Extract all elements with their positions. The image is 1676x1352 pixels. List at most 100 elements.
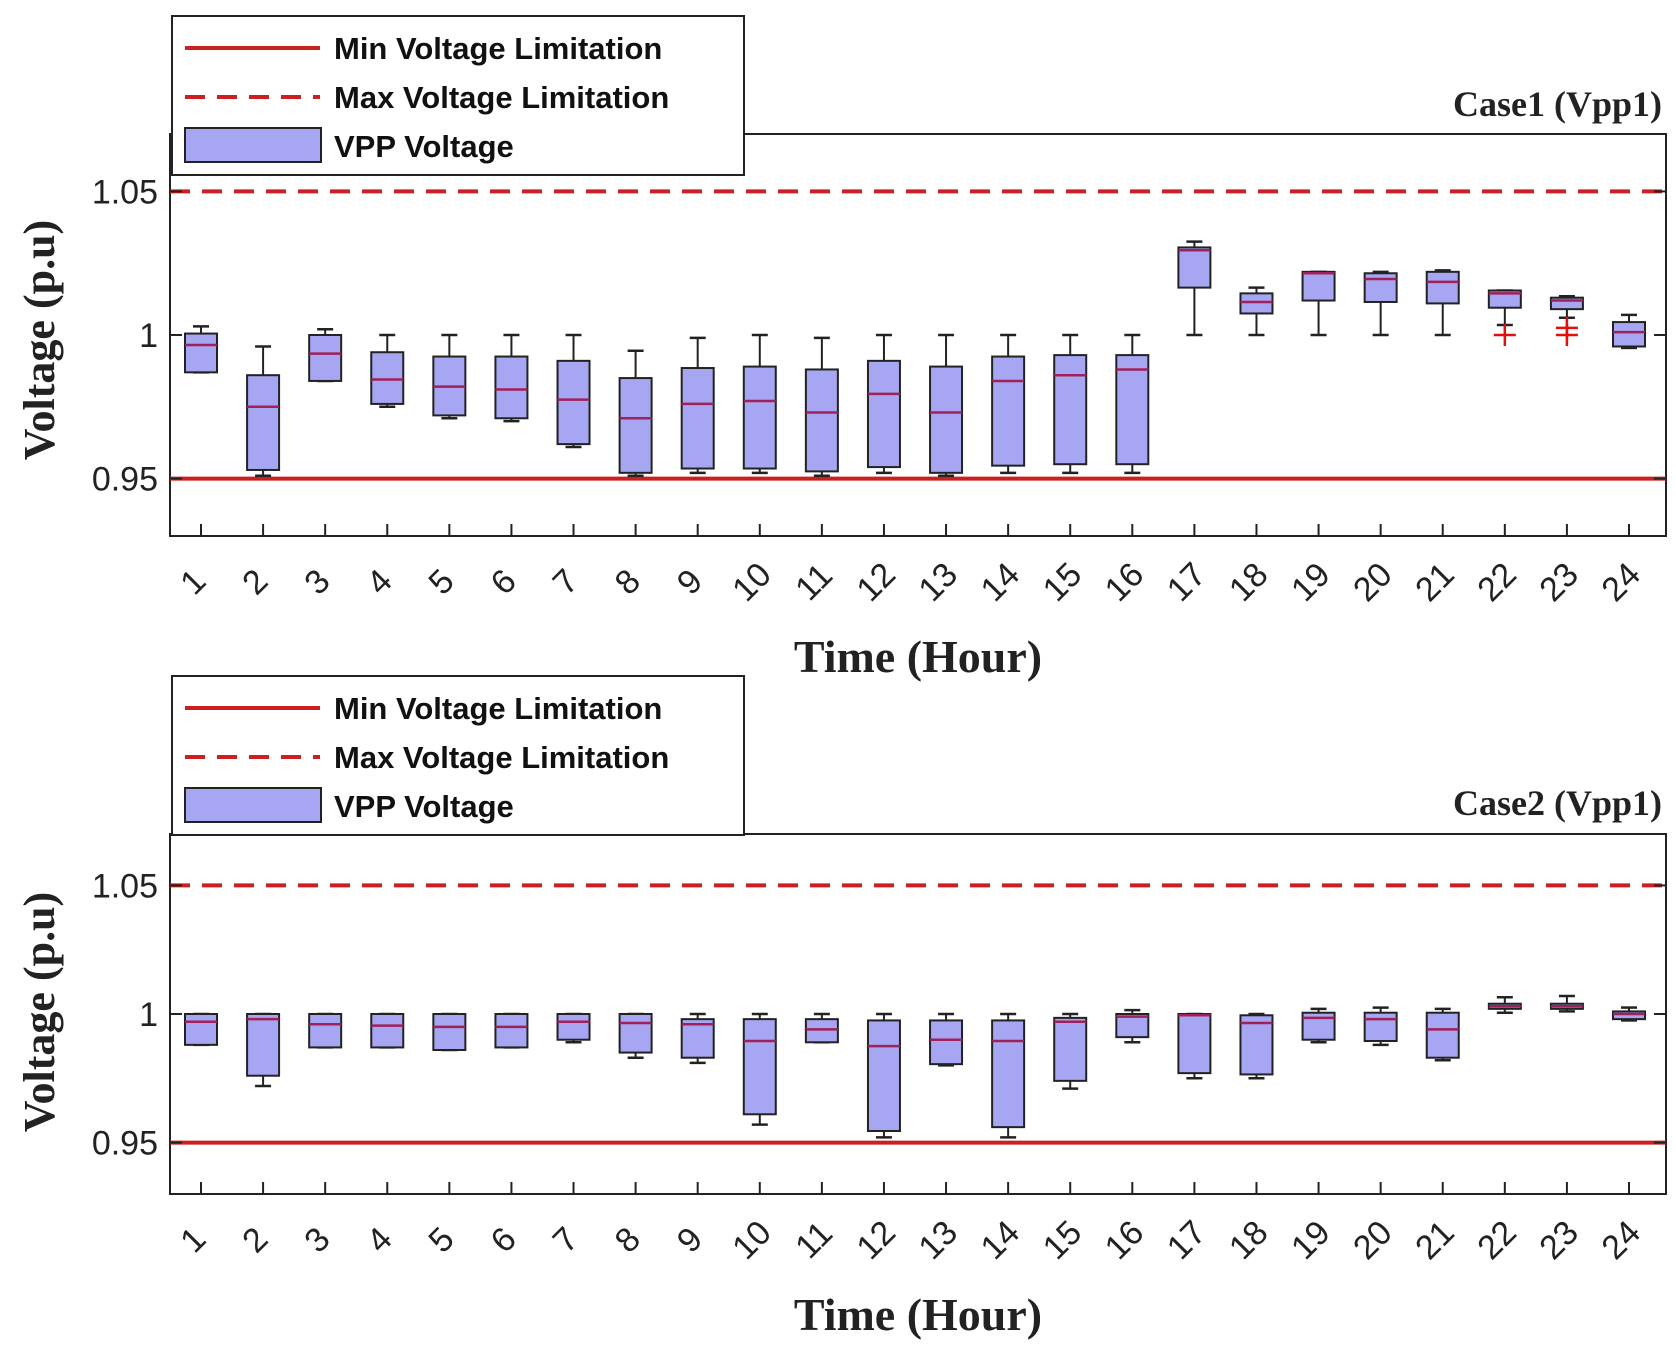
box-iqr [1115, 1013, 1150, 1039]
case2-marks [170, 883, 1666, 1145]
case1-box-10 [742, 333, 777, 475]
box-iqr [1177, 246, 1212, 289]
box-iqr [370, 351, 405, 405]
case2-box-8 [618, 1012, 653, 1059]
case1-box-5 [432, 333, 467, 420]
case2-x-tick-label: 20 [1346, 1213, 1400, 1267]
case2-box-24 [1612, 1006, 1646, 1022]
case1-axes-frame [169, 133, 1667, 537]
case2-x-tick-label: 9 [670, 1220, 710, 1260]
case2-x-tick-label: 7 [546, 1220, 586, 1260]
box-iqr [680, 367, 715, 470]
case2-box-10 [742, 1012, 777, 1126]
case1-legend-min-label: Min Voltage Limitation [334, 31, 662, 66]
case1-x-tick-label: 13 [911, 555, 965, 609]
box-iqr [1363, 1011, 1398, 1043]
case2-legend-max-label: Max Voltage Limitation [334, 740, 669, 775]
case1-x-tick-label: 9 [670, 562, 710, 602]
case2-box-21 [1425, 1007, 1460, 1062]
case1-y-tick-label: 0.95 [92, 461, 158, 499]
case2-x-tick-label: 4 [359, 1220, 399, 1260]
case1-x-tick-label: 19 [1284, 555, 1338, 609]
case2-y-tick-label: 1.05 [92, 867, 158, 905]
case1-x-tick-label: 5 [421, 562, 461, 602]
case1-x-tick-label: 14 [974, 555, 1028, 609]
case1-x-tick-label: 22 [1470, 555, 1524, 609]
case1-box-21 [1425, 269, 1460, 337]
case1-x-tick-label: 17 [1160, 555, 1214, 609]
box-iqr [866, 1019, 901, 1133]
case2-box-13 [929, 1012, 964, 1067]
case1-box-3 [308, 328, 343, 383]
case2-box-16 [1115, 1008, 1150, 1044]
case1-box-8 [618, 349, 653, 477]
case2-x-tick-label: 8 [608, 1220, 648, 1260]
case1-box-7 [556, 333, 591, 449]
case1-x-tick-label: 7 [546, 562, 586, 602]
case1-box-13 [929, 333, 964, 477]
case1-box-16 [1115, 333, 1150, 475]
case2-x-tick-label: 13 [911, 1213, 965, 1267]
case1-x-tick-label: 21 [1408, 555, 1462, 609]
case2-box-19 [1301, 1007, 1336, 1044]
case2-x-tick-label: 1 [173, 1220, 213, 1260]
case2-x-tick-label: 23 [1532, 1213, 1586, 1267]
case2-box-14 [991, 1012, 1026, 1139]
case2-x-tick-label: 17 [1160, 1213, 1214, 1267]
box-iqr [246, 374, 281, 471]
case1-box-6 [494, 333, 529, 423]
case2-x-tick-label: 6 [484, 1220, 524, 1260]
box-iqr [1425, 270, 1460, 305]
case2-legend-box-label: VPP Voltage [334, 789, 514, 824]
case2-x-tick-label: 22 [1470, 1213, 1524, 1267]
case1-y-ticks: 0.95 1 1.05 [92, 173, 1666, 499]
box-iqr [929, 1019, 964, 1066]
case1-box-24 [1612, 313, 1646, 350]
box-iqr [494, 355, 529, 420]
case2-box-12 [866, 1012, 901, 1139]
case1-x-tick-label: 2 [235, 562, 275, 602]
case2-x-tick-label: 11 [788, 1214, 840, 1266]
box-iqr [1053, 354, 1088, 466]
case2-x-tick-label: 21 [1408, 1213, 1462, 1267]
case2-legend: Min Voltage Limitation Max Voltage Limit… [171, 675, 745, 836]
case2-y-axis-label: Voltage (p.u) [15, 892, 64, 1132]
case1-box-1 [184, 325, 218, 374]
box-iqr [184, 1013, 218, 1046]
case2-x-tick-label: 14 [974, 1213, 1028, 1267]
case2-box-15 [1053, 1012, 1088, 1090]
case2-box-6 [494, 1012, 529, 1049]
case1-x-tick-label: 11 [788, 556, 840, 608]
box-iqr [1363, 272, 1398, 303]
box-iqr [1612, 1010, 1646, 1021]
box-iqr [804, 368, 839, 473]
case2-legend-min-label: Min Voltage Limitation [334, 691, 662, 726]
box-iqr [742, 365, 777, 470]
case2-x-tick-label: 24 [1594, 1213, 1648, 1267]
case2-box-3 [308, 1012, 343, 1049]
box-iqr [308, 334, 343, 382]
case1-x-tick-label: 4 [359, 562, 399, 602]
box-iqr [308, 1013, 343, 1049]
box-iqr [556, 1013, 591, 1041]
case2-x-axis-label: Time (Hour) [794, 1289, 1042, 1340]
case2-box-9 [680, 1012, 715, 1065]
box-iqr [1549, 296, 1584, 311]
box-iqr [1239, 292, 1274, 315]
case1-box-2 [246, 345, 281, 477]
case1-x-axis-label: Time (Hour) [794, 631, 1042, 682]
case1-x-tick-label: 24 [1594, 555, 1648, 609]
case1-box-12 [866, 333, 901, 475]
case2-y-tick-label: 1 [139, 996, 158, 1034]
case2-box-7 [556, 1012, 591, 1044]
case1-legend-max-label: Max Voltage Limitation [334, 80, 669, 115]
case2-box-23 [1549, 994, 1584, 1013]
case2-box-18 [1239, 1012, 1274, 1080]
case1-box-22 [1487, 289, 1522, 346]
case2-box-4 [370, 1012, 405, 1049]
case2-box-17 [1177, 1012, 1212, 1080]
box-iqr [804, 1018, 839, 1044]
case2-box-2 [246, 1012, 281, 1088]
